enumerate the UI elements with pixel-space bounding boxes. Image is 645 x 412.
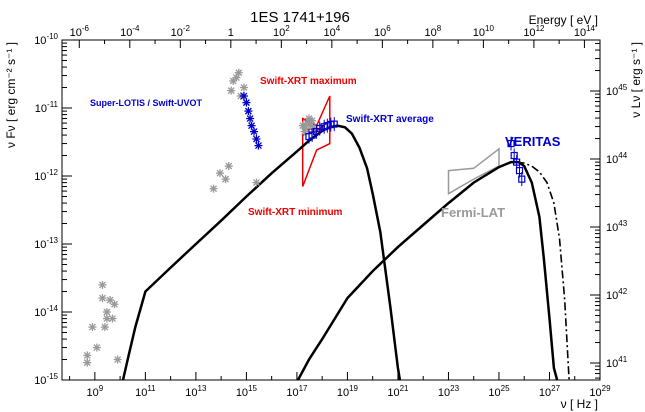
y2-tick-label: 1045 [606,83,628,98]
y2-axis-title: ν Lν [ erg s⁻¹ ] [629,42,643,118]
x2-tick-label: 1014 [574,24,596,39]
x2-tick-label: 108 [425,24,442,39]
y2-tick-label: 1041 [606,355,628,370]
super-lotis-swift-uvot-point [242,98,251,107]
y-tick-label: 10-10 [34,32,58,47]
x-tick-label: 1029 [589,384,611,399]
annotation-super-lotis-swift-uvot: Super-LOTIS / Swift-UVOT [90,98,203,108]
x-tick-label: 1011 [135,384,156,399]
x-tick-label: 1025 [488,384,510,399]
y2-tick-label: 1044 [606,151,628,166]
archival-data-point [234,68,243,77]
super-lotis-swift-uvot-point [239,92,248,101]
super-lotis-swift-uvot-point [254,141,263,150]
x2-tick-label: 1 [228,27,234,39]
x2-axis-title: Energy [ eV ] [529,13,598,27]
x2-tick-label: 106 [374,24,391,39]
y2-tick-label: 1042 [606,287,628,302]
archival-data-point [108,314,117,323]
x-tick-label: 1019 [337,384,359,399]
annotation-swift-xrt-minimum: Swift-XRT minimum [248,207,343,218]
annotation-fermi-lat: Fermi-LAT [441,205,505,220]
y-tick-label: 10-12 [34,168,58,183]
y-tick-label: 10-14 [34,304,58,319]
archival-data-point [110,300,119,309]
archival-data-point [209,184,218,193]
archival-data-point [224,162,233,171]
archival-data-point [100,323,109,332]
plot-frame [61,39,601,381]
x2-tick-label: 1012 [523,24,545,39]
archival-data-point [83,351,92,360]
x-tick-label: 1015 [236,384,258,399]
x-tick-label: 1023 [438,384,460,399]
x2-tick-label: 10-2 [171,24,191,39]
x-tick-label: 1021 [387,384,409,399]
super-lotis-swift-uvot-point [250,127,259,136]
x-tick-label: 109 [87,384,104,399]
archival-data-point [102,308,111,316]
x2-tick-label: 104 [323,24,340,39]
x-tick-label: 1017 [286,384,308,399]
archival-data-point [98,294,107,303]
y-axis-title: ν Fν [ erg cm⁻² s⁻¹ ] [4,42,18,148]
annotation-swift-xrt-maximum: Swift-XRT maximum [260,76,357,87]
super-lotis-swift-uvot-point [244,107,253,116]
annotation-swift-xrt-average: Swift-XRT average [346,114,434,125]
archival-data-point [239,83,248,92]
chart-title: 1ES 1741+196 [250,9,350,26]
archival-data-point [221,175,230,184]
archival-data-point [83,358,92,367]
archival-data-point [92,343,101,352]
archival-data-point [98,280,107,289]
archival-data-point [227,86,236,95]
x2-tick-label: 10-4 [120,24,140,39]
archival-data-point [215,169,224,178]
archival-data-point [88,323,97,332]
y-tick-label: 10-11 [35,100,59,115]
synchrotron-model-curve [121,124,402,380]
y-tick-label: 10-15 [34,372,58,387]
x-tick-label: 1027 [539,384,561,399]
archival-data-point [252,178,261,187]
x2-tick-label: 10-6 [70,24,90,39]
super-lotis-swift-uvot-point [252,135,261,144]
archival-data-point [308,116,317,125]
x-axis-title: ν [ Hz ] [561,397,598,411]
x2-tick-label: 102 [273,24,290,39]
inverse-compton-model-curve [296,160,559,380]
ebl-free-model-curve [516,161,570,380]
y-tick-label: 10-13 [34,236,58,251]
x-tick-label: 1013 [185,384,207,399]
y2-tick-label: 1043 [606,219,628,234]
super-lotis-swift-uvot-point [246,114,255,123]
archival-data-point [113,355,122,364]
x2-tick-label: 1010 [473,24,495,39]
annotation-veritas: VERITAS [505,134,561,149]
